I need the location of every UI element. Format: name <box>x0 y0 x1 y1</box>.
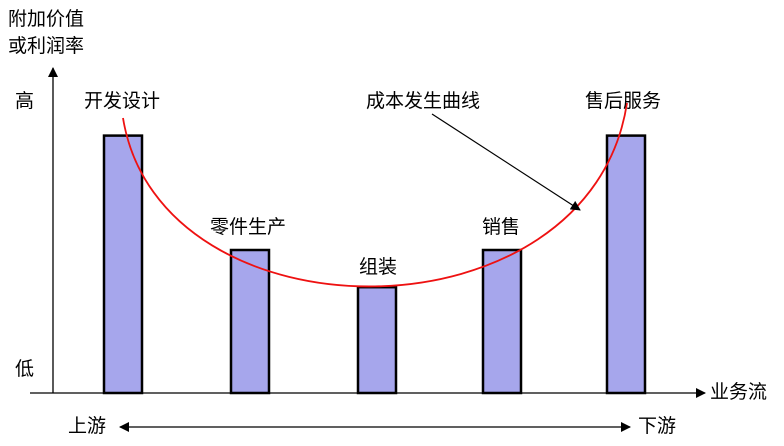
bar-parts <box>229 248 271 395</box>
value-bars <box>102 134 647 395</box>
cost-curve-label: 成本发生曲线 <box>366 90 480 112</box>
bar-service <box>605 134 647 395</box>
bar-sales <box>481 248 523 395</box>
cost-curve <box>122 102 628 288</box>
bar-design <box>102 134 144 395</box>
y-axis-title-line2: 或利润率 <box>8 35 84 57</box>
y-axis-title-line1: 附加价值 <box>8 8 84 30</box>
downstream-label: 下游 <box>638 415 676 437</box>
y-axis-low-label: 低 <box>15 358 34 380</box>
bar-assembly <box>356 285 398 395</box>
stage-label-assembly: 组装 <box>359 256 397 278</box>
stage-label-service: 售后服务 <box>585 90 661 112</box>
x-axis-title: 业务流 <box>710 381 767 403</box>
stage-label-design: 开发设计 <box>84 90 160 112</box>
stage-label-sales: 销售 <box>482 216 520 238</box>
cost-curve-pointer-arrow <box>431 113 581 211</box>
stage-label-parts: 零件生产 <box>210 216 286 238</box>
upstream-label: 上游 <box>68 415 106 437</box>
y-axis-high-label: 高 <box>15 90 34 112</box>
